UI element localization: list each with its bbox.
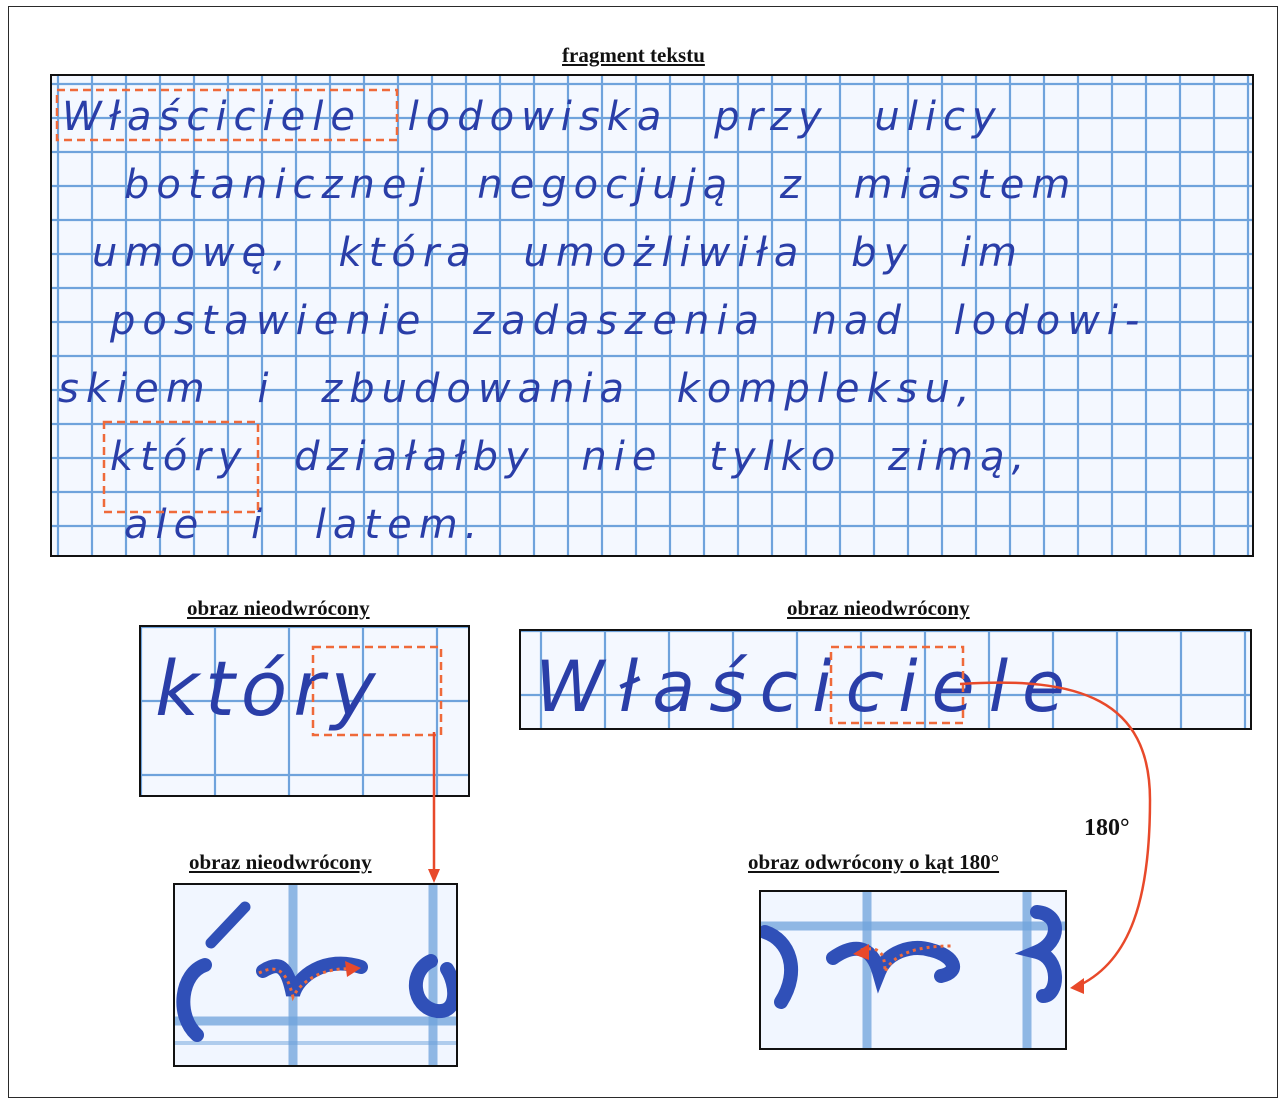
crop-left-caption: obraz nieodwrócony — [187, 596, 370, 620]
zoom-left-panel — [173, 883, 458, 1067]
highlight-box-ktory — [102, 420, 260, 514]
zoom-left-y-fragment — [409, 954, 456, 1018]
rotation-angle-label: 180° — [1084, 815, 1130, 841]
handwritten-line: botanicznej negocjują z miastem — [124, 162, 1077, 208]
crop-right-panel: Właściciele — [519, 629, 1252, 730]
zoom-right-left-fragment — [761, 925, 798, 1009]
crop-left-image: który — [141, 627, 468, 795]
main-caption: fragment tekstu — [562, 43, 705, 67]
grid-paper: Właściciele lodowiska przy ulicy botanicz… — [52, 76, 1252, 555]
crop-right-image: Właściciele — [521, 631, 1250, 728]
crop-left-panel: który — [139, 625, 470, 797]
zoom-right-panel — [759, 890, 1067, 1050]
highlight-box-wlasciciele — [55, 88, 399, 142]
crop-left-word: który — [155, 644, 382, 733]
zoom-left-caption: obraz nieodwrócony — [189, 850, 372, 874]
zoom-left-o-fragment — [176, 958, 212, 1042]
crop-right-caption: obraz nieodwrócony — [787, 596, 970, 620]
zoom-left-accent-stroke — [205, 901, 251, 949]
zoom-right-image — [761, 892, 1065, 1048]
handwritten-line: umowę, która umożliwiła by im — [92, 230, 1024, 276]
crop-left-highlight — [311, 645, 443, 737]
zoom-left-arrowhead — [345, 961, 361, 977]
zoom-right-caption: obraz odwrócony o kąt 180° — [748, 850, 1000, 874]
figure-frame — [8, 6, 1278, 1098]
crop-right-word: Właściciele — [535, 646, 1079, 728]
zoom-right-rotated-r-stroke — [826, 941, 960, 994]
handwritten-line: postawienie zadaszenia nad lodowi- — [109, 298, 1146, 344]
zoom-left-image — [175, 885, 456, 1065]
handwritten-line: skiem i zbudowania kompleksu, — [58, 366, 977, 412]
handwritten-line: który działałby nie tylko zimą, — [110, 434, 1031, 480]
handwritten-line: ale i latem. — [124, 502, 484, 548]
handwritten-text-panel: Właściciele lodowiska przy ulicy botanicz… — [50, 74, 1254, 557]
zoom-left-trace — [258, 967, 354, 1002]
zoom-right-arrowhead — [853, 944, 869, 960]
handwritten-line: Właściciele lodowiska przy ulicy — [62, 94, 1003, 140]
